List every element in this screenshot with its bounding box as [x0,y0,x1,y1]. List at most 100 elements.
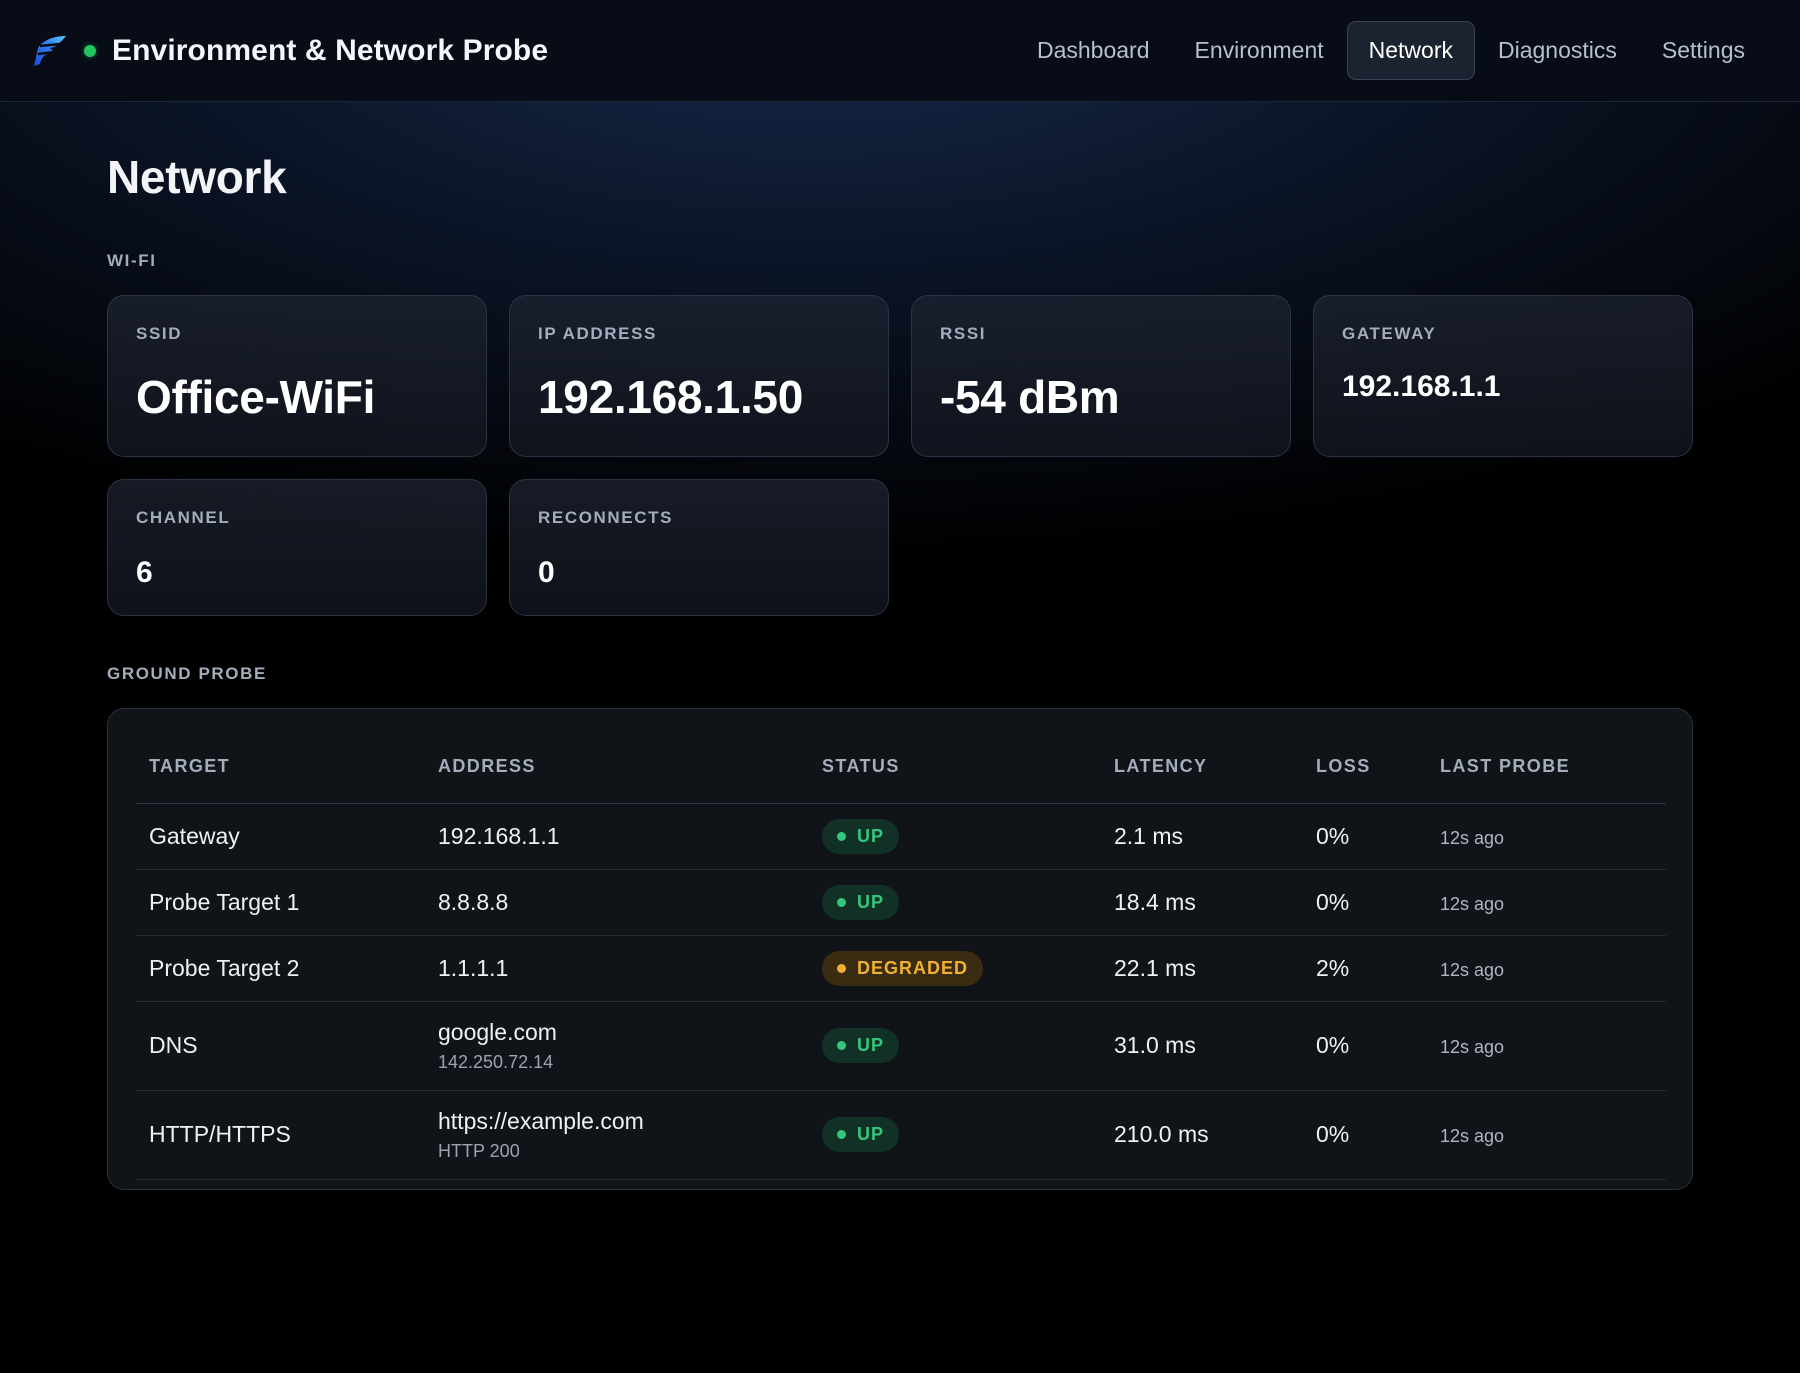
nav-environment[interactable]: Environment [1194,37,1324,63]
status-dot-icon [837,963,846,973]
status-cell: UP [809,869,1101,936]
address-cell: 192.168.1.1 [425,803,809,870]
target-cell: Probe Target 2 [136,935,425,1002]
address-text: 8.8.8.8 [438,888,509,915]
loss-cell: 2% [1303,935,1427,1002]
last-probe-text: 12s ago [1440,1126,1505,1146]
reconnects-value: 0 [538,556,555,589]
column-header-loss: LOSS [1303,731,1427,804]
status-cell: UP [809,1090,1101,1180]
status-badge: UP [822,818,900,854]
latency-cell: 31.0 ms [1101,1001,1303,1091]
status-text: UP [857,1124,885,1144]
loss-cell: 0% [1303,1001,1427,1091]
top-bar: Environment & Network Probe Dashboard En… [0,0,1800,102]
ssid-card: SSID Office-WiFi [107,295,487,457]
table-row: Probe Target 1 8.8.8.8 UP 18.4 ms 0% 12s… [136,869,1666,936]
app-title: Environment & Network Probe [112,33,549,67]
latency-cell: 2.1 ms [1101,803,1303,870]
rssi-label: RSSI [940,324,987,343]
address-cell: https://example.com HTTP 200 [425,1090,809,1180]
loss-cell: 0% [1303,803,1427,870]
address-text: google.com [438,1018,557,1045]
table-row: Gateway 192.168.1.1 UP 2.1 ms 0% 12s ago [136,803,1666,870]
gateway-value: 192.168.1.1 [1342,370,1501,403]
address-text: 192.168.1.1 [438,822,560,849]
address-subtext: HTTP 200 [438,1140,520,1161]
reconnects-card: RECONNECTS 0 [509,479,889,616]
last-probe-text: 12s ago [1440,893,1505,914]
probe-table: TARGET ADDRESS STATUS LATENCY LOSS LAST … [136,731,1666,1180]
column-header-target: TARGET [136,731,425,804]
address-cell: 1.1.1.1 [425,935,809,1002]
status-text: UP [857,825,885,846]
status-badge: DEGRADED [822,950,984,986]
ground-probe-section-label: GROUND PROBE [107,664,267,683]
nav-network[interactable]: Network [1346,21,1475,80]
gateway-label: GATEWAY [1342,324,1437,343]
address-cell: 8.8.8.8 [425,869,809,936]
status-cell: DEGRADED [809,935,1101,1002]
last-probe-cell: 12s ago [1427,1001,1666,1091]
last-probe-text: 12s ago [1440,827,1505,848]
status-text: UP [857,1035,885,1055]
status-dot-icon [837,831,846,841]
loss-cell: 0% [1303,1090,1427,1180]
status-badge: UP [822,884,900,920]
ip-address-label: IP ADDRESS [538,324,657,343]
address-subtext: 142.250.72.14 [438,1051,554,1072]
target-cell: DNS [136,1001,425,1091]
latency-cell: 18.4 ms [1101,869,1303,936]
main-nav: Dashboard Environment Network Diagnostic… [1014,21,1767,80]
rssi-value: -54 dBm [940,371,1120,423]
status-dot-icon [837,897,846,907]
address-text: 1.1.1.1 [438,954,509,981]
address-text: https://example.com [438,1107,644,1134]
last-probe-cell: 12s ago [1427,869,1666,936]
ip-address-value: 192.168.1.50 [538,371,803,423]
table-header-row: TARGET ADDRESS STATUS LATENCY LOSS LAST … [136,731,1666,804]
wifi-cards: SSID Office-WiFi IP ADDRESS 192.168.1.50… [107,295,1693,616]
ssid-label: SSID [136,324,183,343]
latency-cell: 22.1 ms [1101,935,1303,1002]
loss-cell: 0% [1303,869,1427,936]
last-probe-text: 12s ago [1440,1037,1505,1057]
status-dot-icon [837,1130,846,1139]
column-header-latency: LATENCY [1101,731,1303,804]
channel-label: CHANNEL [136,508,231,527]
status-text: DEGRADED [857,957,969,978]
channel-card: CHANNEL 6 [107,479,487,616]
brand: Environment & Network Probe [30,34,548,68]
target-cell: HTTP/HTTPS [136,1090,425,1180]
last-probe-cell: 12s ago [1427,803,1666,870]
status-text: UP [857,891,885,912]
target-cell: Gateway [136,803,425,870]
wifi-section-label: WI-FI [107,251,157,270]
channel-value: 6 [136,556,153,589]
online-status-dot [84,44,96,57]
feather-logo-icon [34,35,66,66]
nav-dashboard[interactable]: Dashboard [1036,37,1150,63]
ssid-value: Office-WiFi [136,371,376,423]
column-header-last-probe: LAST PROBE [1427,731,1666,804]
column-header-address: ADDRESS [425,731,809,804]
ground-probe-panel: TARGET ADDRESS STATUS LATENCY LOSS LAST … [107,708,1693,1190]
nav-diagnostics[interactable]: Diagnostics [1498,37,1617,63]
table-row: HTTP/HTTPS https://example.com HTTP 200 … [136,1090,1666,1180]
latency-cell: 210.0 ms [1101,1090,1303,1180]
status-cell: UP [809,803,1101,870]
column-header-status: STATUS [809,731,1101,804]
status-badge: UP [822,1028,900,1063]
status-dot-icon [837,1041,846,1050]
nav-settings[interactable]: Settings [1661,37,1745,63]
address-cell: google.com 142.250.72.14 [425,1001,809,1091]
table-row: DNS google.com 142.250.72.14 UP 31.0 ms … [136,1001,1666,1091]
table-row: Probe Target 2 1.1.1.1 DEGRADED 22.1 ms … [136,935,1666,1002]
last-probe-cell: 12s ago [1427,1090,1666,1180]
target-cell: Probe Target 1 [136,869,425,936]
reconnects-label: RECONNECTS [538,508,674,527]
last-probe-text: 12s ago [1440,959,1505,980]
gateway-card: GATEWAY 192.168.1.1 [1313,295,1693,457]
last-probe-cell: 12s ago [1427,935,1666,1002]
page-title: Network [107,151,287,203]
